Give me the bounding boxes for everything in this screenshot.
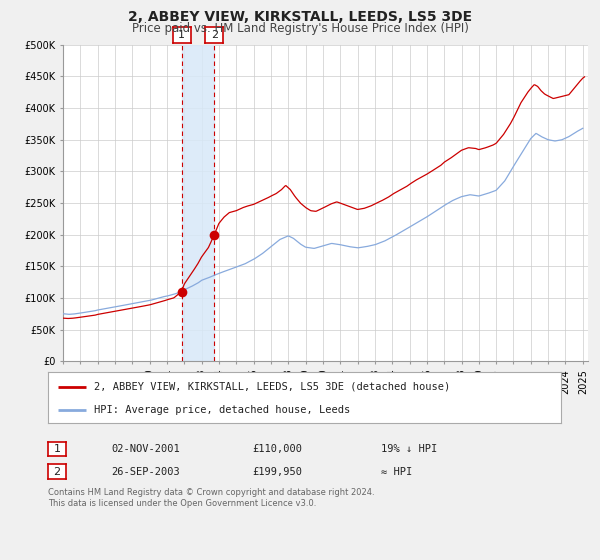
Text: Price paid vs. HM Land Registry's House Price Index (HPI): Price paid vs. HM Land Registry's House …: [131, 22, 469, 35]
Text: 2: 2: [211, 30, 218, 40]
Text: 1: 1: [53, 444, 61, 454]
Text: £110,000: £110,000: [252, 444, 302, 454]
Text: 2, ABBEY VIEW, KIRKSTALL, LEEDS, LS5 3DE (detached house): 2, ABBEY VIEW, KIRKSTALL, LEEDS, LS5 3DE…: [94, 381, 451, 391]
Text: Contains HM Land Registry data © Crown copyright and database right 2024.
This d: Contains HM Land Registry data © Crown c…: [48, 488, 374, 508]
Text: 2, ABBEY VIEW, KIRKSTALL, LEEDS, LS5 3DE: 2, ABBEY VIEW, KIRKSTALL, LEEDS, LS5 3DE: [128, 10, 472, 24]
Text: ≈ HPI: ≈ HPI: [381, 466, 412, 477]
Text: 02-NOV-2001: 02-NOV-2001: [111, 444, 180, 454]
Bar: [182, 45, 214, 361]
Text: 26-SEP-2003: 26-SEP-2003: [111, 466, 180, 477]
Text: 2: 2: [53, 466, 61, 477]
Text: 19% ↓ HPI: 19% ↓ HPI: [381, 444, 437, 454]
Text: £199,950: £199,950: [252, 466, 302, 477]
Text: 1: 1: [178, 30, 185, 40]
Text: HPI: Average price, detached house, Leeds: HPI: Average price, detached house, Leed…: [94, 405, 350, 415]
